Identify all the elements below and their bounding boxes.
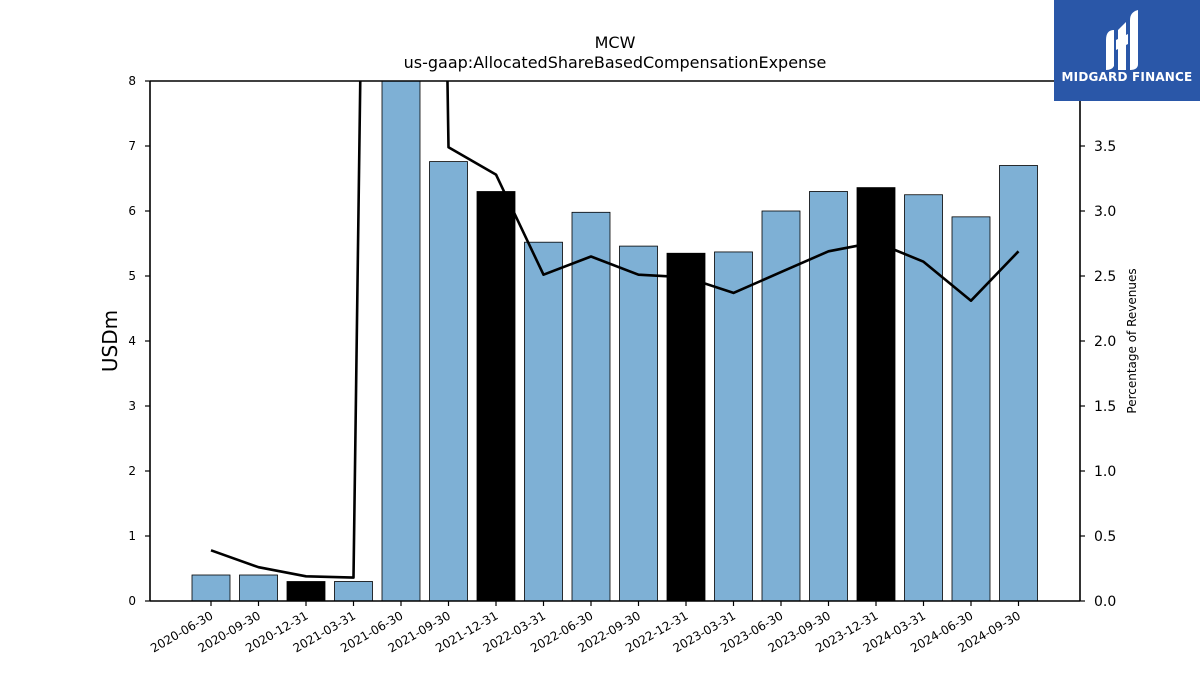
bar-2021-12-31 bbox=[476, 191, 516, 601]
y-tick-label: 4 bbox=[128, 334, 136, 348]
bar-2020-12-31 bbox=[286, 581, 326, 601]
y2-tick-label: 2.0 bbox=[1094, 334, 1116, 350]
midgard-logo-icon bbox=[1106, 10, 1138, 70]
y-axis-label: USDm bbox=[98, 310, 122, 372]
bar-2024-09-30 bbox=[999, 165, 1038, 601]
bar-2021-09-30 bbox=[429, 161, 468, 601]
bar-2022-06-30 bbox=[571, 211, 611, 601]
y2-tick-label: 1.0 bbox=[1094, 464, 1116, 480]
y-tick-label: 6 bbox=[128, 204, 136, 218]
y2-tick-label: 0.5 bbox=[1094, 529, 1116, 545]
y-tick-label: 2 bbox=[128, 464, 136, 478]
bar-2020-09-30 bbox=[239, 574, 278, 601]
y-tick-label: 7 bbox=[128, 139, 136, 153]
y2-axis-label: Percentage of Revenues bbox=[1125, 268, 1139, 413]
y2-tick-label: 2.5 bbox=[1094, 269, 1116, 285]
bar-2023-12-31 bbox=[856, 187, 896, 601]
bar-2023-03-31 bbox=[714, 251, 753, 601]
y2-tick-label: 1.5 bbox=[1094, 399, 1116, 415]
y2-tick-label: 0.0 bbox=[1094, 594, 1116, 610]
bars-group bbox=[191, 81, 1038, 601]
bar-2022-09-30 bbox=[619, 245, 658, 601]
logo-text: MIDGARD FINANCE bbox=[1061, 70, 1193, 84]
bar-2024-06-30 bbox=[951, 216, 991, 601]
bar-2022-03-31 bbox=[524, 241, 563, 601]
y-tick-label: 3 bbox=[128, 399, 136, 413]
y2-tick-label: 3.5 bbox=[1094, 139, 1116, 155]
bar-2021-06-30 bbox=[381, 81, 421, 601]
chart-title: MCW bbox=[594, 33, 636, 52]
y-tick-label: 1 bbox=[128, 529, 136, 543]
percentage-line bbox=[210, 81, 1020, 579]
bar-2023-09-30 bbox=[809, 191, 848, 601]
brand-logo: MIDGARD FINANCE bbox=[1054, 0, 1200, 101]
bar-2022-12-31 bbox=[666, 252, 706, 601]
bar-2021-03-31 bbox=[334, 581, 373, 601]
y2-tick-label: 3.0 bbox=[1094, 204, 1116, 220]
chart-subtitle: us-gaap:AllocatedShareBasedCompensationE… bbox=[403, 53, 827, 72]
bar-2020-06-30 bbox=[191, 574, 231, 601]
line-group bbox=[210, 81, 1020, 579]
bar-2023-06-30 bbox=[761, 210, 801, 601]
y-tick-label: 5 bbox=[128, 269, 136, 283]
y-tick-label: 0 bbox=[128, 594, 136, 608]
y-tick-label: 8 bbox=[128, 74, 136, 88]
